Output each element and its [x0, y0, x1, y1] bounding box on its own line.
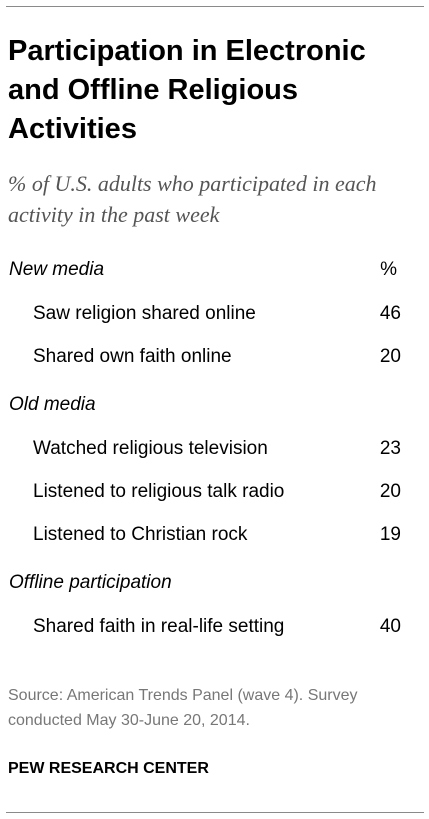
table-row: Listened to Christian rock 19	[0, 513, 429, 556]
row-value: 46	[379, 303, 401, 324]
top-rule	[6, 6, 424, 7]
row-label: Listened to Christian rock	[33, 524, 248, 545]
unit-label: %	[380, 259, 397, 280]
section-header: New media%	[0, 256, 429, 284]
row-label: Shared faith in real-life setting	[33, 616, 285, 637]
section-header: Offline participation	[0, 569, 429, 597]
row-value: 19	[379, 524, 401, 545]
row-label: Saw religion shared online	[33, 303, 256, 324]
source-note: Source: American Trends Panel (wave 4). …	[8, 687, 358, 729]
section-label: New media	[9, 259, 105, 280]
section-label: Old media	[9, 394, 96, 415]
row-value: 20	[379, 481, 401, 502]
table-row: Watched religious television 23	[0, 427, 429, 470]
bottom-rule	[6, 812, 424, 813]
table-row: Shared faith in real-life setting 40	[0, 605, 429, 648]
row-label: Shared own faith online	[33, 346, 232, 367]
row-value: 20	[379, 346, 401, 367]
data-table: New media% Saw religion shared online 46 Sh…	[0, 256, 429, 648]
row-label: Watched religious television	[33, 438, 268, 459]
table-row: Saw religion shared online 46	[0, 292, 429, 335]
table-row: Shared own faith online 20	[0, 335, 429, 378]
chart-title: Participation in Electronic and Offline …	[8, 35, 366, 145]
section-label: Offline participation	[9, 572, 172, 593]
table-row: Listened to religious talk radio 20	[0, 470, 429, 513]
row-value: 23	[379, 438, 401, 459]
pew-logo-text: PEW RESEARCH CENTER	[8, 760, 209, 777]
row-label: Listened to religious talk radio	[33, 481, 285, 502]
row-value: 40	[379, 616, 401, 637]
chart-subtitle: % of U.S. adults who participated in eac…	[8, 171, 377, 227]
section-header: Old media	[0, 391, 429, 419]
